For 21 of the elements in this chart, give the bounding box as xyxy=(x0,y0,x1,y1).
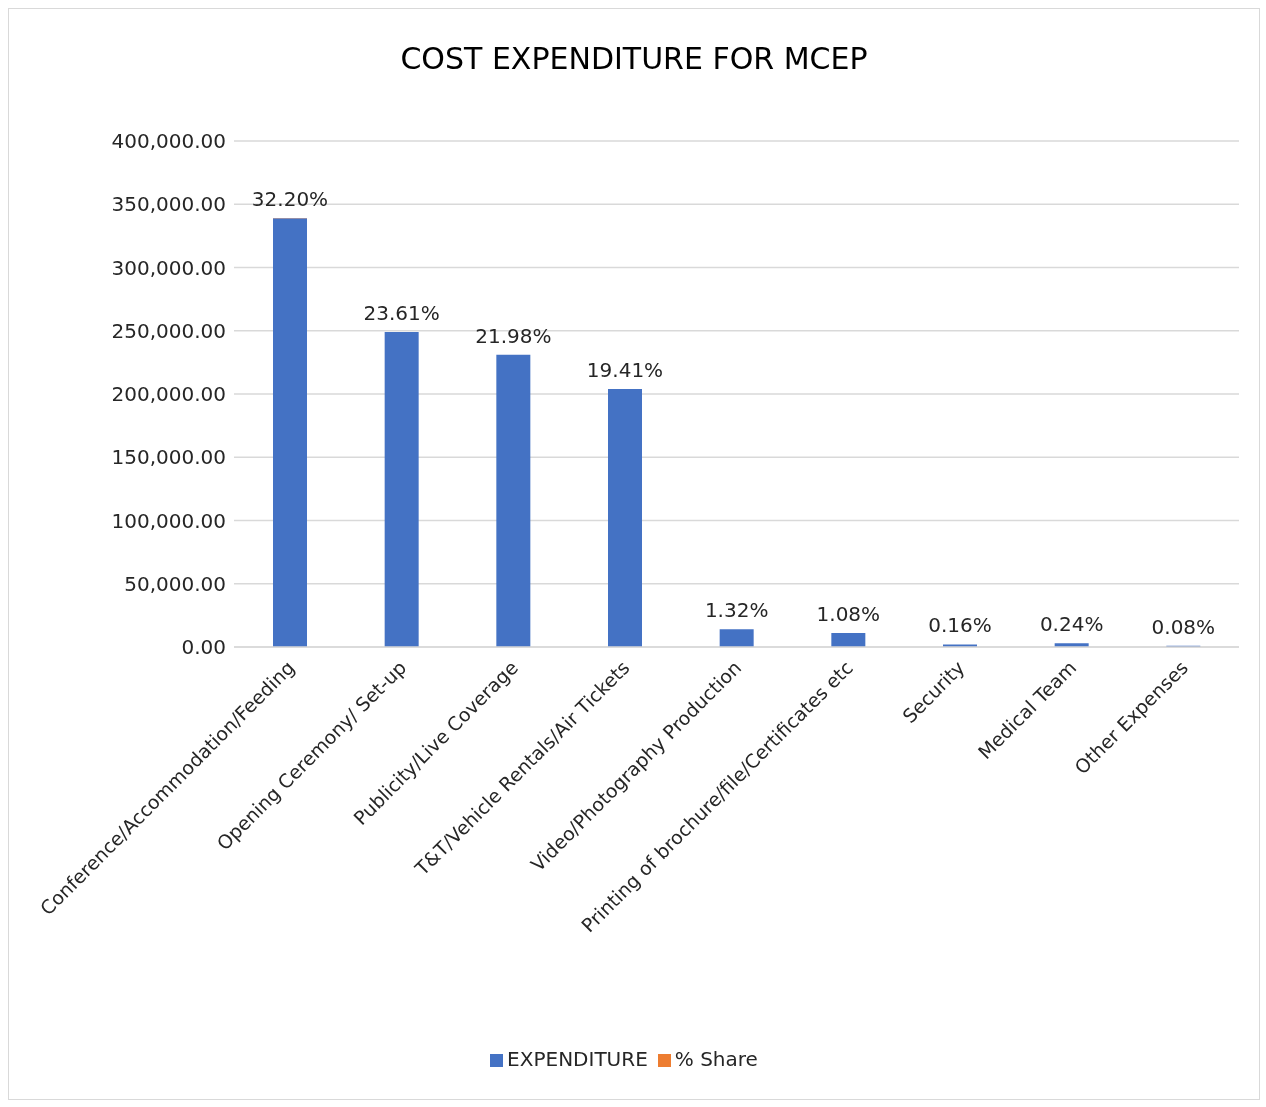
y-tick-label: 100,000.00 xyxy=(111,508,226,533)
legend-label: % Share xyxy=(674,1047,758,1071)
y-tick-label: 50,000.00 xyxy=(124,571,226,596)
data-label: 32.20% xyxy=(251,187,329,212)
y-tick-label: 200,000.00 xyxy=(111,382,226,407)
data-label: 21.98% xyxy=(475,323,552,348)
data-label: 0.24% xyxy=(1039,612,1104,637)
data-label: 1.08% xyxy=(816,602,881,627)
y-tick-label: 400,000.00 xyxy=(111,129,226,154)
data-label: 19.41% xyxy=(586,357,664,382)
y-tick-label: 350,000.00 xyxy=(111,192,226,217)
legend-label: EXPENDITURE xyxy=(507,1047,648,1071)
y-tick-label: 0.00 xyxy=(181,635,226,660)
y-tick-label: 300,000.00 xyxy=(111,255,226,280)
y-tick-label: 250,000.00 xyxy=(111,318,226,343)
data-label: 1.32% xyxy=(704,598,769,623)
chart-title: COST EXPENDITURE FOR MCEP xyxy=(399,41,869,76)
y-tick-label: 150,000.00 xyxy=(111,445,226,470)
data-label: 0.16% xyxy=(928,613,992,638)
data-label: 23.61% xyxy=(363,300,440,325)
data-label: 0.08% xyxy=(1151,614,1216,639)
